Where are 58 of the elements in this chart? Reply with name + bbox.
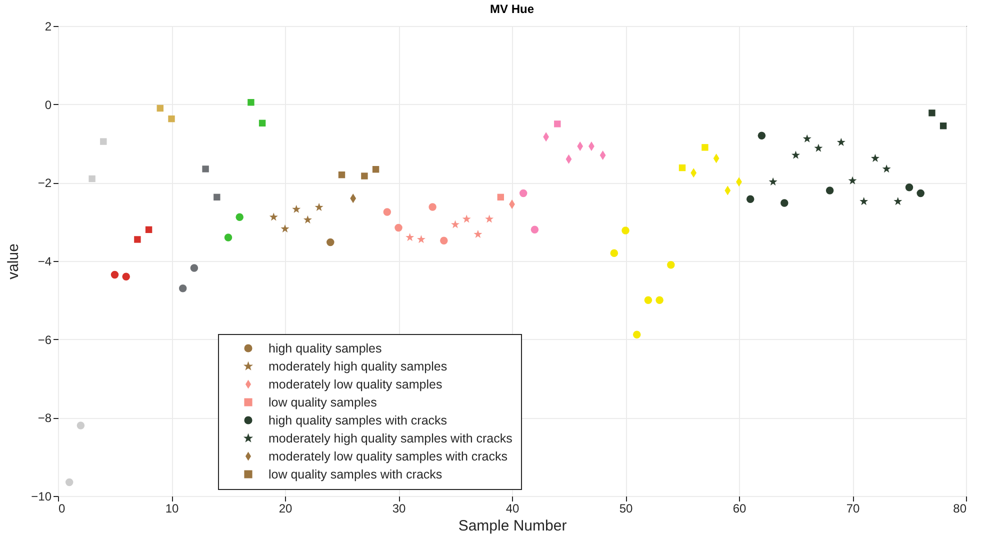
y-tick-label: −2 <box>38 176 52 190</box>
point <box>768 177 778 186</box>
x-tick-label: 30 <box>392 502 406 516</box>
legend-label: moderately high quality samples <box>268 359 448 374</box>
legend-label: high quality samples with cracks <box>268 413 448 428</box>
legend-label: low quality samples with cracks <box>268 467 442 482</box>
point <box>100 138 107 145</box>
point <box>916 189 924 198</box>
y-tick-label: −6 <box>38 332 52 347</box>
point <box>248 99 254 106</box>
point <box>88 175 96 182</box>
y-axis-title: value <box>5 244 22 280</box>
point <box>485 214 494 223</box>
point <box>258 120 266 126</box>
point <box>656 296 664 304</box>
x-tick-label: 20 <box>278 502 292 516</box>
point <box>622 226 630 234</box>
legend-label: moderately low quality samples <box>268 377 442 392</box>
legend-label: moderately high quality samples with cracks <box>268 431 512 446</box>
point <box>202 166 209 172</box>
x-tick-label: 40 <box>506 502 520 516</box>
y-tick-label: −4 <box>38 254 52 268</box>
point <box>214 194 220 201</box>
legend-label: moderately low quality samples with cracks <box>268 449 508 464</box>
point <box>802 134 812 142</box>
point <box>632 330 641 338</box>
point <box>450 220 460 228</box>
point <box>610 249 618 258</box>
point <box>338 171 346 178</box>
point <box>372 166 380 173</box>
legend-label: high quality samples <box>268 341 382 356</box>
y-tick-label: 0 <box>44 98 52 112</box>
point <box>168 115 175 122</box>
point <box>134 236 141 243</box>
point <box>644 296 652 304</box>
x-tick-label: 0 <box>58 502 66 516</box>
x-tick-label: 80 <box>953 502 967 516</box>
x-axis-title: Sample Number <box>458 518 567 534</box>
point <box>905 184 914 192</box>
point <box>156 104 164 112</box>
y-tick-label: −8 <box>38 411 52 426</box>
point <box>416 234 426 244</box>
point <box>406 233 414 242</box>
point <box>145 226 152 234</box>
point <box>462 214 471 223</box>
chart-title: MV Hue <box>490 2 534 16</box>
point <box>791 150 800 159</box>
legend-label: low quality samples <box>268 395 377 410</box>
point <box>474 230 482 238</box>
point <box>361 172 368 180</box>
point <box>667 261 675 269</box>
y-tick-label: 2 <box>44 20 52 34</box>
x-tick-label: 50 <box>619 502 633 516</box>
x-tick-label: 10 <box>165 502 179 516</box>
x-tick-label: 70 <box>846 502 860 516</box>
point <box>814 144 823 152</box>
x-tick-label: 60 <box>732 502 746 516</box>
y-tick-label: −10 <box>31 490 52 504</box>
